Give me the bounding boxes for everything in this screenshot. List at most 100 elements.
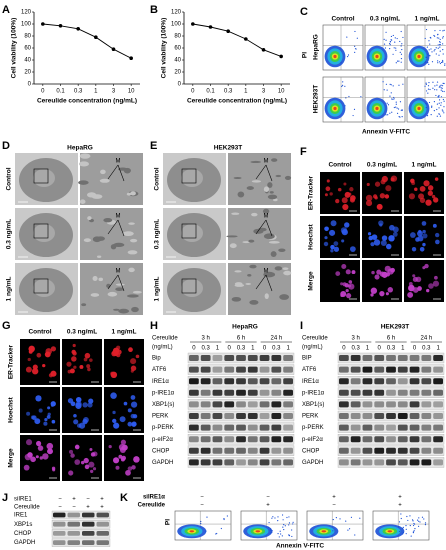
tem-texture [234,282,243,286]
fluor-cell [376,203,383,210]
flow-event [442,59,444,62]
blot-band [247,401,258,408]
condition-sign: − [266,495,270,501]
tem-texture [131,306,139,313]
fluor-cell [335,198,340,204]
flow-event [430,114,432,116]
flow-event [424,61,427,63]
flow-event [394,41,396,43]
fluor-cell [88,398,94,404]
blot-band [409,355,420,361]
flow-event [288,516,290,518]
flow-event [288,534,290,537]
fluor-cell [407,292,414,298]
blot-band [200,459,211,466]
fluor-cell [127,421,133,427]
marker-label: M [264,159,269,165]
flow-event [399,101,402,103]
blot-band [236,378,246,385]
fluor-cell [425,199,432,206]
flow-event [206,516,208,518]
flow-event [393,96,395,99]
blot-band [259,378,270,385]
time-label: 6 h [387,336,395,342]
fluor-cell [82,402,88,408]
flow-event [438,54,440,56]
arrow [117,219,125,237]
flow-event [429,88,431,91]
flow-event [439,29,441,32]
flow-event [399,116,401,118]
zoom-box [33,278,49,294]
flow-density [387,530,393,533]
flow-event [434,30,436,32]
flow-event [428,54,430,57]
protein-label: GAPDH [14,540,35,546]
fluor-cell [71,349,76,355]
flow-event [390,35,393,38]
fluor-cell [118,454,123,459]
flow-event [281,514,284,516]
flow-event [389,112,391,114]
flow-event [385,83,388,85]
flow-event [431,105,433,107]
fluor-cell [384,194,390,199]
fluor-cell [32,364,38,370]
flow-event [383,89,385,91]
flow-event [385,39,387,41]
fluor-cell [90,469,94,474]
flow-event [413,522,415,525]
flow-event [439,62,442,65]
tem-texture [130,191,136,196]
blot-band [374,378,385,385]
flow-event [401,527,404,530]
flow-event [216,532,218,535]
blot-band [283,447,293,454]
flow-event [288,524,290,526]
dose-label: 0 [413,346,417,352]
flow-event [399,40,401,43]
flow-event [392,53,394,55]
fluor-cell [68,470,74,476]
fluor-cell [370,293,374,297]
blot-band [350,401,361,408]
fluor-cell [28,345,35,353]
flow-event [402,526,404,528]
y-tick-label: 20 [174,70,181,76]
fluor-cell [46,442,54,450]
fluor-cell [119,416,126,423]
fluor-cell [89,447,93,451]
blot-band [189,459,199,466]
fluor-cell [110,371,118,379]
fluor-cell [51,419,56,424]
tem-texture [249,264,257,269]
blot-band [259,436,270,443]
tem-texture [233,176,242,180]
flow-event [428,63,430,65]
blot-band [200,378,211,385]
fluor-cell [73,419,79,425]
flow-event [443,82,445,85]
tem-texture [132,290,142,294]
flow-event [389,44,391,46]
flow-event [354,45,356,47]
point [111,47,116,51]
fluor-cell [74,444,80,450]
flow-event [291,535,293,538]
blot-band [421,447,432,454]
flow-event [268,526,270,528]
tem-texture [96,236,105,241]
flow-event [440,87,442,89]
flow-event [401,48,403,51]
panel-label: J [2,492,8,504]
blot-band [212,459,223,466]
row-label: Control [154,167,161,190]
unit-label: (ng/mL) [152,345,173,351]
fluor-cell [27,452,33,458]
flow-event [443,106,445,108]
flow-event [354,51,356,53]
blot-band [224,389,235,396]
flow-event [432,81,434,83]
flow-event [344,85,346,87]
flow-event [385,31,387,33]
